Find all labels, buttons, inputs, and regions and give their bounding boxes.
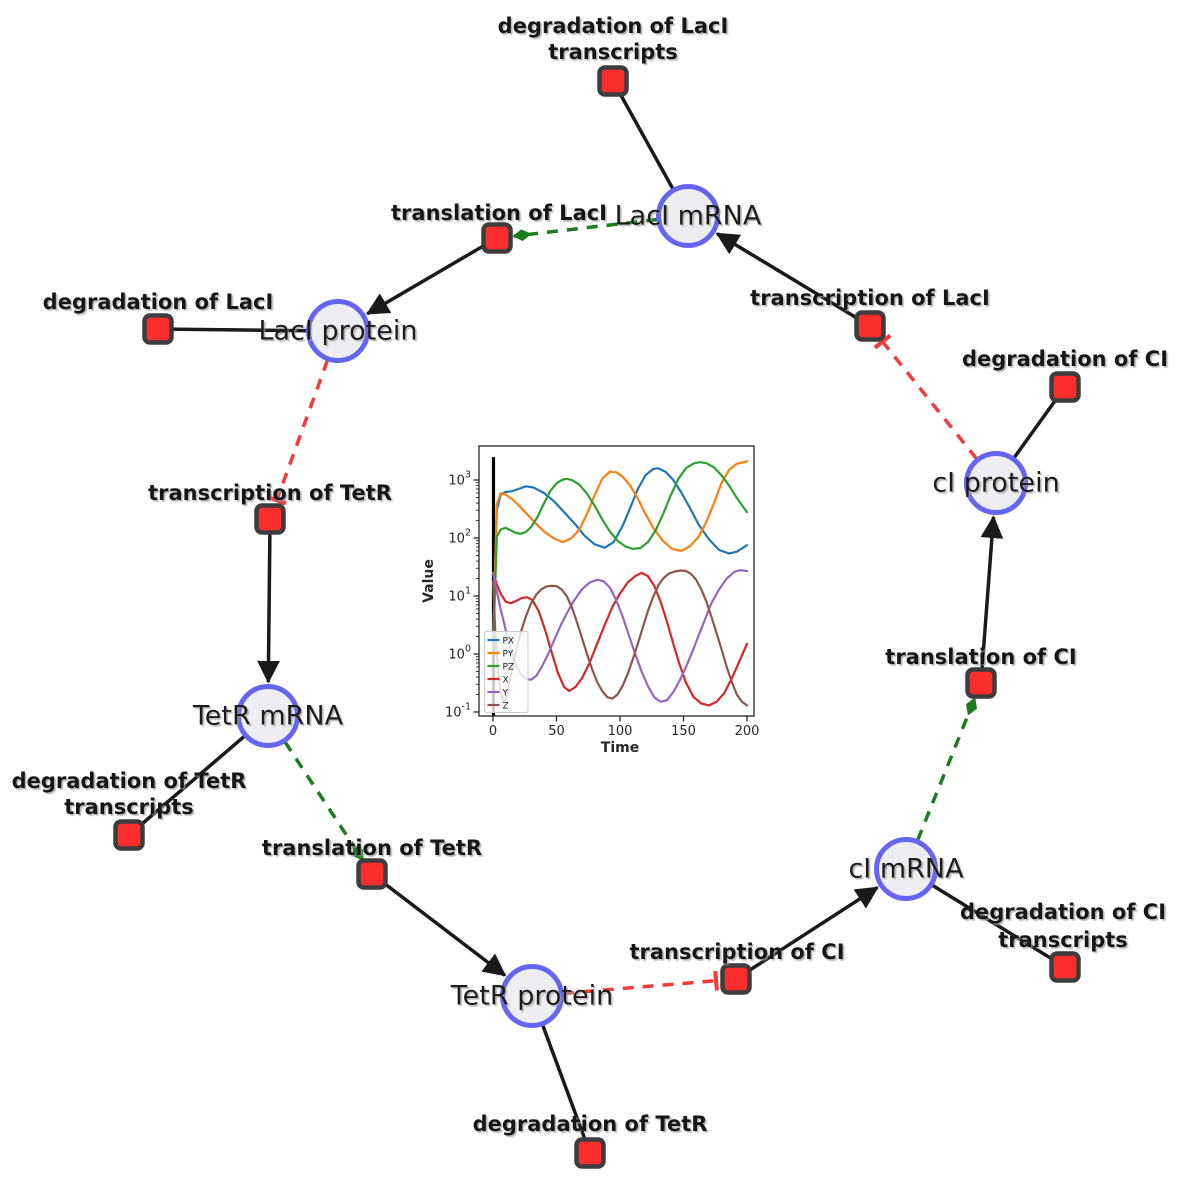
reaction-node-deg_ci_tx <box>1049 951 1081 983</box>
chart-series-X <box>491 571 749 707</box>
species-label-tetr_protein: TetR protein <box>450 981 613 1012</box>
species-label-laci_protein: LacI protein <box>259 316 418 347</box>
x-axis-tick-label: 100 <box>608 724 633 739</box>
reaction-node-transl_ci <box>965 667 997 699</box>
chart-series-PX <box>491 467 749 638</box>
reaction-node-transl_tetr <box>356 858 388 890</box>
chart-legend: PX PY PZ XYZ <box>484 631 529 713</box>
reaction-label-tx_tetr-line1: transcription of TetR <box>148 481 392 505</box>
reaction-label-deg_ci-line1: degradation of CI <box>962 347 1168 371</box>
reaction-node-tx_laci <box>854 310 886 342</box>
species-node-tetr_protein <box>500 964 564 1028</box>
legend-label-PX: PX <box>503 637 515 647</box>
y-axis-tick-label: 10-1 <box>445 702 471 721</box>
species-label-ci_mrna: cI mRNA <box>848 854 964 885</box>
chart-xlabel: Time <box>601 740 639 756</box>
edge-translation-laci_mrna-to-transl_laci <box>512 217 658 242</box>
reaction-node-deg_tetr <box>574 1137 606 1169</box>
edge-plain-laci_mrna-to-deg_laci_tx <box>611 80 675 190</box>
edge-inhibition-laci_protein-to-tx_tetr <box>277 359 330 500</box>
reaction-label-transl_tetr-line1: translation of TetR <box>262 836 482 860</box>
edge-arrow-transl_laci-to-laci_protein <box>365 237 496 316</box>
edge-inhibition-ci_protein-to-tx_laci <box>883 342 978 460</box>
reaction-node-tx_tetr <box>254 503 286 535</box>
x-axis-tick-label: 50 <box>548 724 565 739</box>
edge-arrow-transl_tetr-to-tetr_protein <box>373 874 507 977</box>
reaction-node-deg_ci <box>1049 371 1081 403</box>
reaction-node-deg_laci_tx <box>597 65 629 97</box>
reaction-label-deg_ci_tx-line2: transcripts <box>998 928 1128 952</box>
reaction-label-deg_laci_tx-line2: transcripts <box>548 40 678 64</box>
reaction-label-transl_ci-line1: translation of CI <box>885 645 1076 669</box>
species-node-laci_protein <box>306 299 370 363</box>
edge-translation-tetr_mrna-to-transl_tetr <box>283 740 365 862</box>
species-label-tetr_mrna: TetR mRNA <box>192 701 344 732</box>
reaction-node-tx_ci <box>720 963 752 995</box>
species-label-ci_protein: cI protein <box>932 468 1059 499</box>
reaction-label-deg_ci_tx-line1: degradation of CI <box>960 900 1166 924</box>
reaction-node-deg_tetr_tx <box>113 819 145 851</box>
y-axis-tick-label: 101 <box>448 586 471 605</box>
reaction-label-deg_tetr-line1: degradation of TetR <box>473 1112 708 1136</box>
chart-frame <box>478 445 755 717</box>
y-axis-tick-label: 100 <box>448 644 471 663</box>
edge-translation-ci_mrna-to-transl_ci <box>915 697 978 841</box>
legend-label-Z: Z <box>503 702 509 712</box>
x-axis-tick-label: 0 <box>489 724 497 739</box>
species-node-ci_protein <box>964 451 1028 515</box>
edge-arrow-tx_laci-to-laci_mrna <box>715 232 869 326</box>
reaction-label-tx_laci-line1: transcription of LacI <box>750 286 990 310</box>
chart-series-PZ <box>491 461 749 656</box>
reaction-label-tx_ci-line1: transcription of CI <box>629 940 844 964</box>
legend-label-X: X <box>503 676 509 686</box>
species-node-tetr_mrna <box>236 684 300 748</box>
edge-arrow-tx_ci-to-ci_mrna <box>737 886 879 979</box>
node-layer <box>113 65 1081 1169</box>
edge-arrow-tx_tetr-to-tetr_mrna <box>257 521 280 684</box>
edge-arrow-transl_ci-to-ci_protein <box>979 515 1004 681</box>
legend-label-Y: Y <box>502 689 509 699</box>
species-node-laci_mrna <box>656 184 720 248</box>
y-axis-tick-label: 103 <box>448 470 471 489</box>
edge-inhibition-tetr_protein-to-tx_ci <box>562 981 716 996</box>
label-layer: degradation of LacItranscriptstranslatio… <box>12 14 1168 1136</box>
chart-ylabel: Value <box>421 559 437 603</box>
edge-plain-laci_protein-to-deg_laci <box>157 327 308 333</box>
species-node-ci_mrna <box>874 837 938 901</box>
chart-series-PY <box>491 460 749 656</box>
y-axis-tick-label: 102 <box>448 528 471 547</box>
edge-plain-ci_mrna-to-deg_ci_tx <box>931 883 1066 969</box>
reaction-node-deg_laci <box>142 313 174 345</box>
reaction-node-transl_laci <box>481 222 513 254</box>
reaction-label-deg_laci_tx-line1: degradation of LacI <box>498 14 729 38</box>
reaction-label-deg_tetr_tx-line1: degradation of TetR <box>12 769 247 793</box>
reaction-label-deg_tetr_tx-line2: transcripts <box>64 795 194 819</box>
edge-plain-tetr_protein-to-deg_tetr <box>541 1024 592 1154</box>
x-axis-tick-label: 200 <box>735 724 760 739</box>
reaction-label-deg_laci-line1: degradation of LacI <box>43 290 274 314</box>
reaction-label-transl_laci-line1: translation of LacI <box>391 201 607 225</box>
edge-layer <box>127 80 1067 1154</box>
x-axis-tick-label: 150 <box>671 724 696 739</box>
species-label-laci_mrna: LacI mRNA <box>615 201 762 232</box>
edge-plain-tetr_mrna-to-deg_tetr_tx <box>127 734 246 837</box>
legend-label-PY: PY <box>503 650 514 660</box>
legend-label-PZ: PZ <box>503 663 515 673</box>
